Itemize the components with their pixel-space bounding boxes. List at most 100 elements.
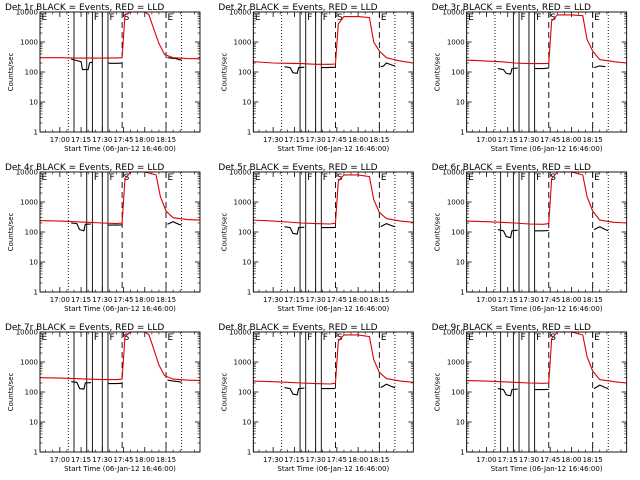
x-tick-label: 17:30 — [92, 136, 112, 144]
x-tick-label: 17:15 — [71, 136, 91, 144]
chart-panel-5: Det 5r BLACK = Events, RED = LLD Counts/s… — [218, 163, 414, 313]
plot-frame — [252, 11, 414, 133]
y-tick-label: 10000 — [229, 169, 251, 177]
y-tick-label: 1000 — [447, 199, 465, 207]
x-tick-label: 17:15 — [284, 136, 304, 144]
x-tick-label: 17:00 — [476, 296, 496, 304]
chart-title: Det 2r BLACK = Events, RED = LLD — [218, 3, 377, 13]
events-series-line — [71, 58, 93, 71]
x-tick-label: 17:45 — [327, 136, 347, 144]
event-marker-label: F — [323, 13, 328, 23]
event-marker-label: S — [124, 173, 130, 183]
events-series-line — [497, 388, 518, 397]
chart-panel-6: Det 6r BLACK = Events, RED = LLD Counts/s… — [432, 163, 628, 313]
event-marker-label: F — [521, 173, 526, 183]
events-series-line — [284, 387, 305, 396]
event-marker-label: F — [307, 333, 312, 343]
y-tick-label: 1 — [34, 449, 38, 457]
x-tick-label: 17:00 — [476, 456, 496, 464]
events-series-line — [71, 222, 92, 232]
lld-series-line — [253, 334, 414, 385]
chart-panel-8: Det 8r BLACK = Events, RED = LLD Counts/s… — [218, 323, 414, 473]
y-tick-label: 1000 — [447, 359, 465, 367]
y-axis-label: Counts/sec — [434, 213, 442, 252]
y-axis-label: Counts/sec — [220, 213, 228, 252]
plot-frame — [252, 331, 414, 453]
plot-frame — [39, 331, 201, 453]
event-marker-label: E — [168, 333, 174, 343]
event-marker-label: S — [337, 13, 343, 23]
event-marker-label: E — [42, 173, 48, 183]
chart-title: Det 4r BLACK = Events, RED = LLD — [5, 163, 164, 173]
x-tick-label: 17:15 — [498, 136, 518, 144]
event-marker-label: E — [255, 333, 261, 343]
x-tick-label: 17:45 — [540, 456, 560, 464]
x-tick-label: 17:45 — [113, 296, 133, 304]
x-tick-label: 18:15 — [369, 136, 389, 144]
y-tick-label: 10000 — [16, 169, 38, 177]
x-tick-label: 18:00 — [348, 136, 368, 144]
y-tick-label: 100 — [238, 229, 251, 237]
x-tick-label: 17:30 — [306, 296, 326, 304]
y-tick-label: 10000 — [16, 9, 38, 17]
x-axis-label: Start Time (06-Jan-12 16:46:00) — [64, 145, 176, 153]
y-tick-label: 10 — [242, 419, 251, 427]
y-tick-label: 10000 — [16, 329, 38, 337]
y-tick-label: 1 — [34, 129, 38, 137]
y-tick-label: 1 — [460, 129, 464, 137]
y-axis-label: Counts/sec — [7, 53, 15, 92]
chart-title: Det 5r BLACK = Events, RED = LLD — [218, 163, 377, 173]
event-marker-label: E — [381, 13, 387, 23]
x-tick-label: 17:15 — [498, 296, 518, 304]
y-tick-label: 1000 — [20, 199, 38, 207]
x-axis-label: Start Time (06-Jan-12 16:46:00) — [491, 305, 603, 313]
y-tick-label: 10 — [242, 259, 251, 267]
event-marker-label: F — [323, 173, 328, 183]
x-tick-label: 17:15 — [284, 296, 304, 304]
x-tick-label: 18:00 — [135, 456, 155, 464]
x-axis-label: Start Time (06-Jan-12 16:46:00) — [277, 305, 389, 313]
x-tick-label: 18:00 — [348, 296, 368, 304]
x-axis-label: Start Time (06-Jan-12 16:46:00) — [491, 465, 603, 473]
events-series-line — [593, 65, 606, 69]
y-tick-label: 10 — [242, 99, 251, 107]
y-axis-label: Counts/sec — [220, 373, 228, 412]
x-tick-label: 18:15 — [583, 136, 603, 144]
chart-title: Det 8r BLACK = Events, RED = LLD — [218, 323, 377, 333]
event-marker-label: S — [550, 173, 556, 183]
x-tick-label: 18:15 — [583, 296, 603, 304]
x-tick-label: 17:00 — [50, 296, 70, 304]
plot-frame — [252, 171, 414, 293]
event-marker-label: F — [307, 13, 312, 23]
y-axis-label: Counts/sec — [434, 373, 442, 412]
event-marker-label: F — [94, 173, 99, 183]
event-marker-label: S — [550, 333, 556, 343]
x-tick-label: 18:15 — [369, 456, 389, 464]
x-tick-label: 17:15 — [71, 456, 91, 464]
x-tick-label: 18:00 — [135, 296, 155, 304]
chart-panel-7: Det 7r BLACK = Events, RED = LLD Counts/s… — [5, 323, 201, 473]
y-axis-label: Counts/sec — [7, 213, 15, 252]
y-tick-label: 1000 — [234, 199, 252, 207]
lld-series-line — [39, 331, 201, 382]
x-tick-label: 18:15 — [369, 296, 389, 304]
y-tick-label: 100 — [451, 69, 464, 77]
x-tick-label: 18:00 — [348, 456, 368, 464]
events-series-line — [167, 57, 182, 61]
y-tick-label: 100 — [451, 229, 464, 237]
x-axis-label: Start Time (06-Jan-12 16:46:00) — [491, 145, 603, 153]
x-tick-label: 17:30 — [92, 296, 112, 304]
x-tick-label: 18:00 — [561, 136, 581, 144]
chart-title: Det 6r BLACK = Events, RED = LLD — [432, 163, 591, 173]
x-tick-label: 17:15 — [498, 456, 518, 464]
chart-panel-4: Det 4r BLACK = Events, RED = LLD Counts/s… — [5, 163, 201, 313]
x-tick-label: 18:15 — [583, 456, 603, 464]
x-axis-label: Start Time (06-Jan-12 16:46:00) — [277, 465, 389, 473]
event-marker-label: E — [468, 13, 474, 23]
y-tick-label: 10 — [456, 259, 465, 267]
event-marker-label: E — [594, 333, 600, 343]
y-tick-label: 1 — [247, 129, 251, 137]
plot-frame — [466, 331, 628, 453]
event-marker-label: E — [381, 333, 387, 343]
